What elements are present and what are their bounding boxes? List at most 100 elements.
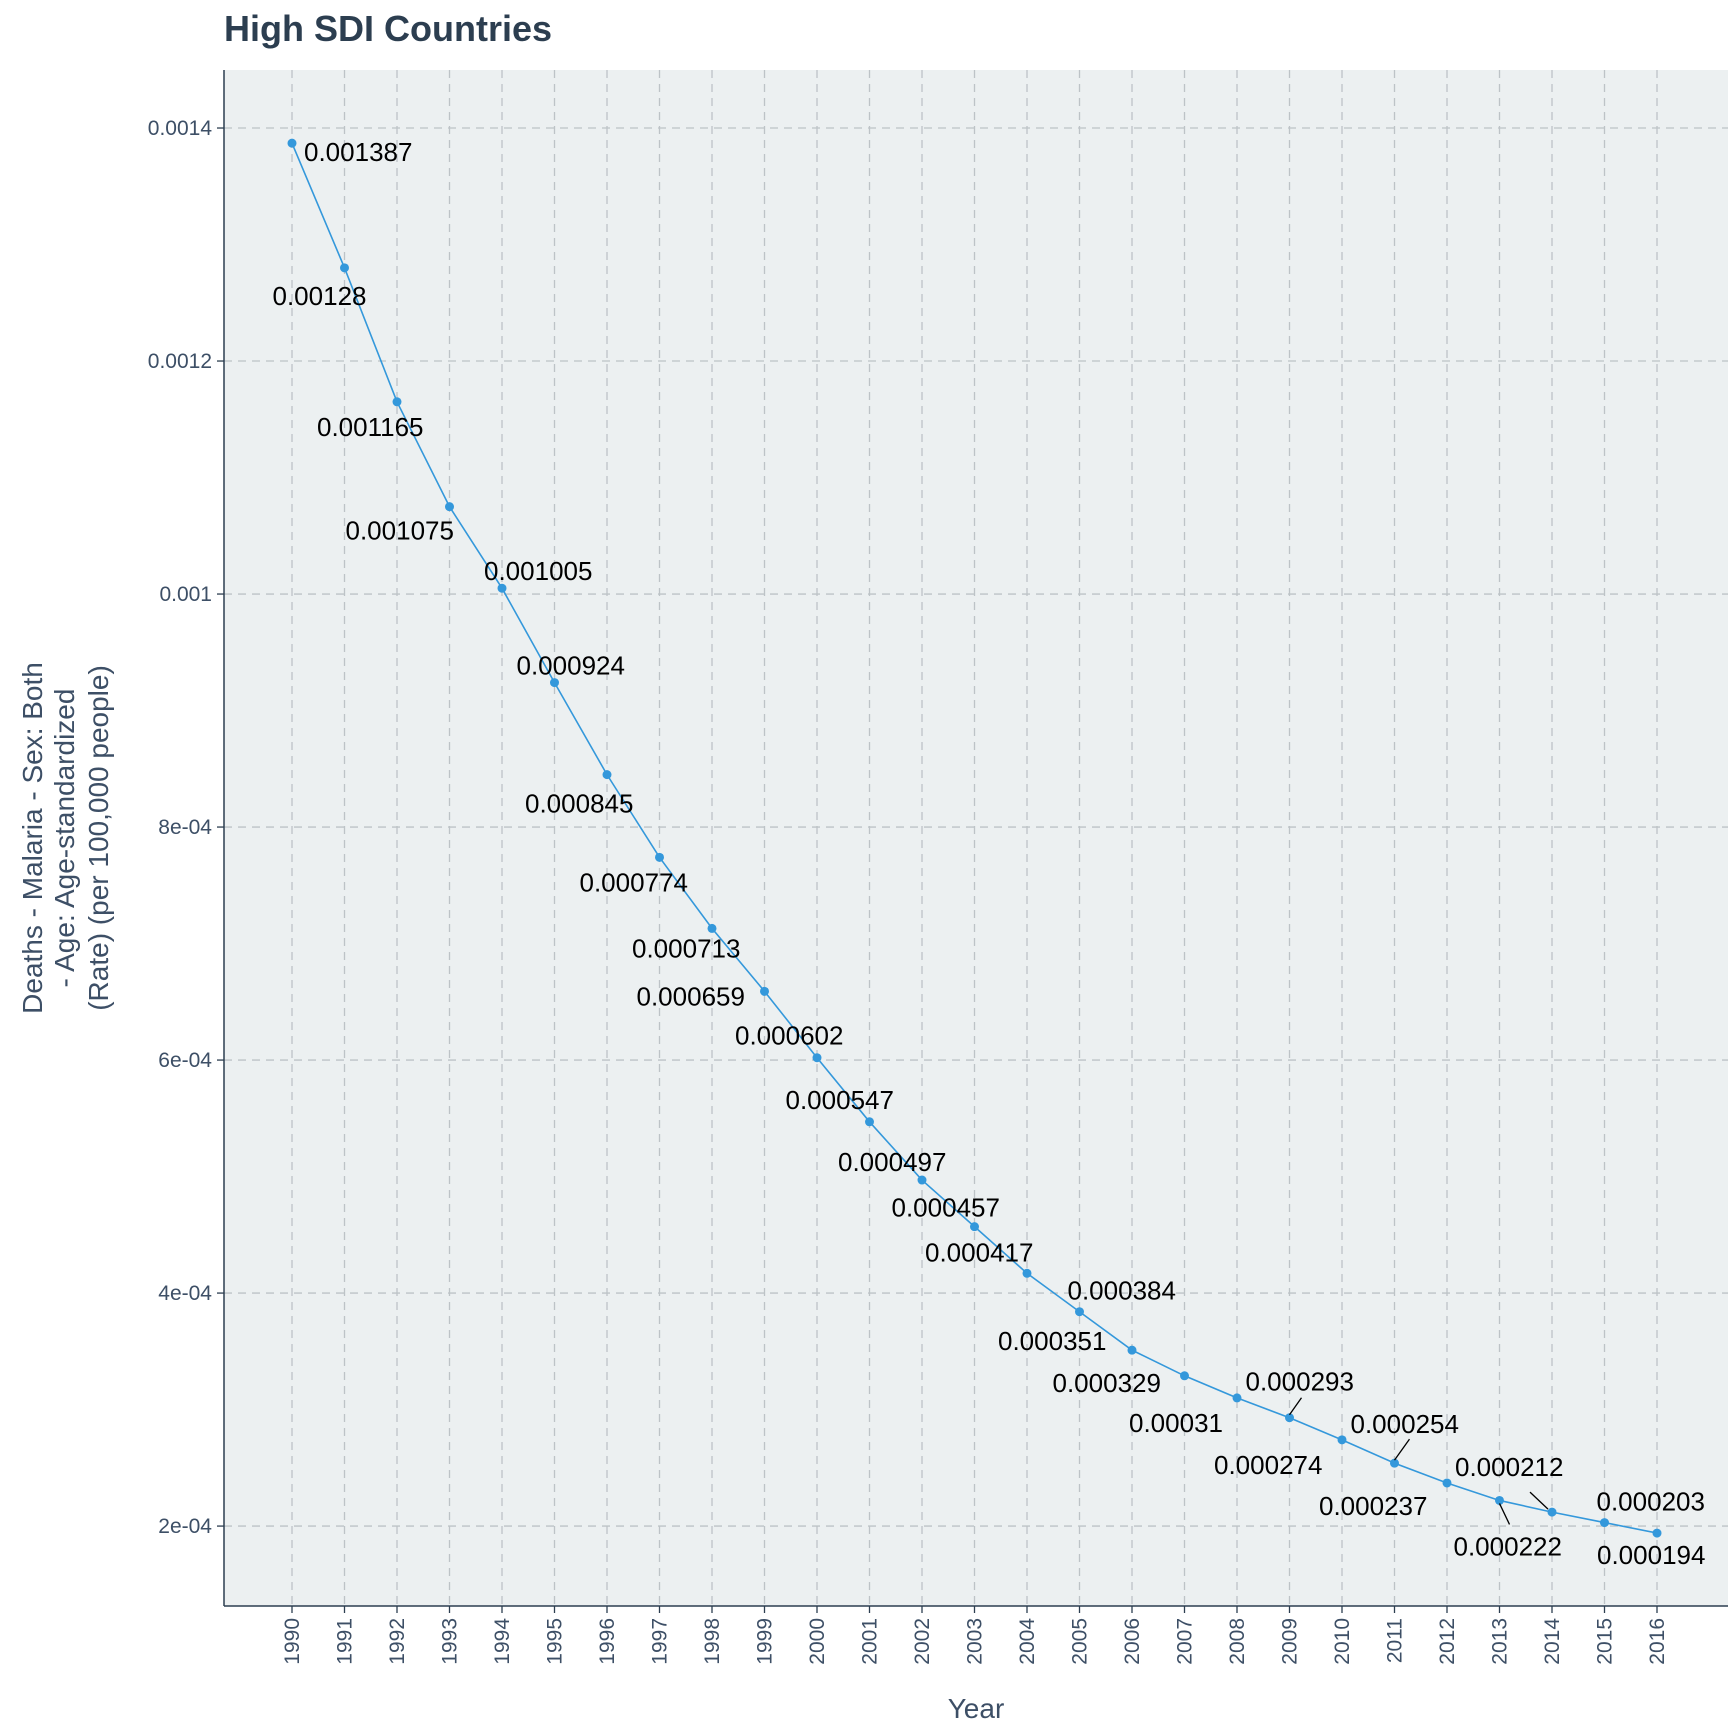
x-tick-label: 1995 bbox=[544, 1618, 567, 1665]
data-label: 0.000351 bbox=[998, 1326, 1106, 1356]
data-label: 0.000602 bbox=[735, 1021, 843, 1051]
data-point bbox=[497, 583, 507, 593]
x-tick-label: 2013 bbox=[1489, 1618, 1512, 1665]
data-point bbox=[655, 852, 664, 862]
x-tick-label: 2014 bbox=[1541, 1618, 1564, 1665]
data-point bbox=[1180, 1371, 1189, 1381]
x-tick-label: 2003 bbox=[964, 1618, 987, 1665]
data-label: 0.001387 bbox=[304, 137, 412, 167]
y-axis-title: Deaths - Malaria - Sex: Both - Age: Age-s… bbox=[17, 662, 114, 1014]
x-tick-label: 1999 bbox=[754, 1618, 777, 1665]
series-group bbox=[287, 138, 1662, 1538]
chart-title: High SDI Countries bbox=[224, 8, 553, 49]
data-point bbox=[1547, 1507, 1557, 1517]
data-point bbox=[340, 263, 349, 273]
data-label: 0.000845 bbox=[525, 789, 633, 819]
data-point bbox=[1600, 1518, 1609, 1528]
data-point bbox=[1285, 1413, 1294, 1423]
axis-ticks: 2e-04 4e-04 6e-04 8e-04 0.001 0.0012 0.0014 199… bbox=[148, 117, 1669, 1665]
y-tick-label: 6e-04 bbox=[158, 1049, 212, 1072]
data-point bbox=[445, 502, 454, 512]
data-label-leader bbox=[1498, 1503, 1511, 1525]
data-point bbox=[1337, 1435, 1347, 1445]
x-tick-label: 2015 bbox=[1594, 1618, 1617, 1665]
data-label: 0.001005 bbox=[484, 556, 592, 586]
data-point bbox=[760, 986, 769, 996]
data-label-leader bbox=[1288, 1397, 1303, 1416]
x-tick-label: 1998 bbox=[701, 1618, 724, 1665]
x-axis-title: Year bbox=[948, 1693, 1005, 1724]
plot-panel bbox=[224, 70, 1728, 1606]
data-labels-group: 0.001387 0.00128 0.001165 0.001075 0.001005 0… bbox=[273, 137, 1706, 1570]
data-point bbox=[287, 138, 297, 148]
data-label: 0.000237 bbox=[1319, 1491, 1427, 1521]
y-tick-label: 4e-04 bbox=[158, 1282, 212, 1305]
x-tick-label: 1996 bbox=[596, 1618, 619, 1665]
data-point bbox=[865, 1117, 874, 1127]
y-axis-title-line: Deaths - Malaria - Sex: Both bbox=[17, 662, 48, 1014]
data-point bbox=[1127, 1345, 1137, 1355]
data-label: 0.000329 bbox=[1053, 1368, 1161, 1398]
data-point bbox=[1495, 1495, 1504, 1505]
x-tick-label: 1991 bbox=[334, 1618, 357, 1665]
x-tick-label: 1990 bbox=[281, 1618, 304, 1665]
x-tick-label: 2010 bbox=[1331, 1618, 1354, 1665]
data-point bbox=[602, 770, 612, 780]
data-point bbox=[1022, 1268, 1032, 1278]
data-label: 0.000924 bbox=[517, 651, 625, 681]
x-tick-label: 2009 bbox=[1279, 1618, 1302, 1665]
x-tick-label: 2005 bbox=[1069, 1618, 1092, 1665]
data-label: 0.000659 bbox=[637, 981, 745, 1011]
data-point bbox=[707, 923, 717, 933]
x-tick-label: 2001 bbox=[859, 1618, 882, 1665]
y-axis-title-line: - Age: Age-standardized bbox=[49, 689, 80, 988]
data-point bbox=[1442, 1478, 1452, 1488]
data-label: 0.00128 bbox=[273, 281, 367, 311]
data-point bbox=[1652, 1528, 1662, 1538]
data-point bbox=[1075, 1307, 1084, 1317]
y-tick-label: 0.0012 bbox=[148, 350, 212, 373]
data-point bbox=[970, 1222, 979, 1232]
data-point bbox=[917, 1175, 927, 1185]
data-point bbox=[1232, 1393, 1242, 1403]
data-label: 0.001165 bbox=[317, 412, 424, 442]
x-tick-label: 2011 bbox=[1384, 1618, 1407, 1663]
x-tick-label: 2016 bbox=[1646, 1618, 1669, 1665]
y-tick-label: 0.001 bbox=[159, 583, 212, 606]
x-tick-label: 1993 bbox=[439, 1618, 462, 1665]
data-label: 0.000254 bbox=[1351, 1409, 1459, 1439]
data-label: 0.000774 bbox=[580, 867, 688, 897]
y-tick-label: 0.0014 bbox=[148, 117, 213, 140]
y-axis-title-line: (Rate) (per 100,000 people) bbox=[83, 665, 114, 1011]
x-tick-label: 1997 bbox=[649, 1618, 672, 1665]
data-label: 0.000417 bbox=[925, 1237, 1033, 1267]
x-tick-label: 2006 bbox=[1121, 1618, 1144, 1665]
data-point bbox=[550, 678, 559, 688]
x-tick-label: 2000 bbox=[806, 1618, 829, 1665]
x-tick-label: 2002 bbox=[911, 1618, 934, 1665]
x-tick-label: 2004 bbox=[1016, 1618, 1039, 1665]
data-label-leader bbox=[1529, 1491, 1549, 1510]
data-point bbox=[1390, 1458, 1399, 1468]
data-label: 0.000222 bbox=[1454, 1531, 1562, 1561]
y-tick-label: 2e-04 bbox=[158, 1515, 212, 1538]
y-tick-label: 8e-04 bbox=[158, 816, 212, 839]
data-label: 0.000274 bbox=[1214, 1450, 1322, 1480]
x-tick-label: 1992 bbox=[386, 1618, 409, 1665]
data-label-leader bbox=[1393, 1438, 1411, 1461]
data-label: 0.000212 bbox=[1455, 1452, 1563, 1482]
data-label: 0.000194 bbox=[1597, 1540, 1705, 1570]
data-label: 0.000203 bbox=[1597, 1487, 1705, 1517]
x-tick-label: 2008 bbox=[1226, 1618, 1249, 1665]
data-label: 0.00031 bbox=[1129, 1408, 1223, 1438]
x-tick-label: 2007 bbox=[1174, 1618, 1197, 1665]
data-label: 0.000293 bbox=[1246, 1367, 1354, 1397]
x-tick-label: 1994 bbox=[491, 1618, 514, 1665]
data-point bbox=[812, 1053, 822, 1063]
data-label: 0.000547 bbox=[786, 1085, 894, 1115]
data-point bbox=[392, 397, 402, 407]
x-tick-label: 2012 bbox=[1436, 1618, 1459, 1665]
data-label: 0.000497 bbox=[838, 1147, 946, 1177]
data-label: 0.001075 bbox=[346, 516, 454, 546]
